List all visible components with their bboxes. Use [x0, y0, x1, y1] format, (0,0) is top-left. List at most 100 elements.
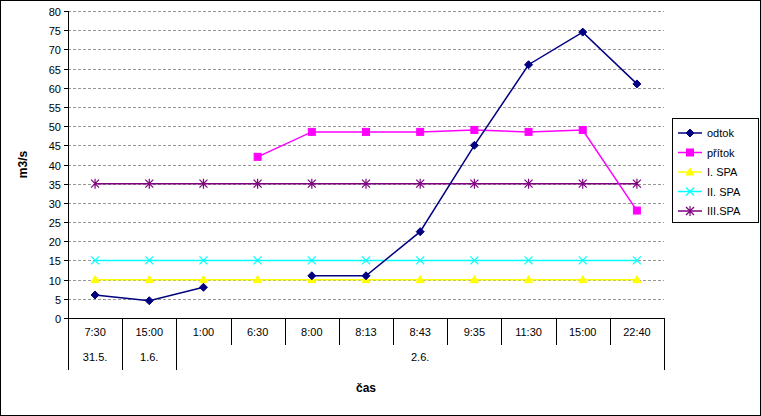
legend-label: III.SPA: [707, 205, 741, 217]
chart: 051015202530354045505560657075807:3015:0…: [0, 0, 761, 416]
grid-line: [68, 222, 664, 223]
y-tick: [64, 49, 68, 50]
series-line: [95, 32, 637, 301]
data-point: [199, 256, 207, 264]
y-tick: [64, 145, 68, 146]
data-point: [362, 179, 370, 189]
y-tick-label: 65: [49, 64, 61, 76]
y-tick: [64, 260, 68, 261]
x-tick: [447, 318, 448, 345]
grid-line: [68, 203, 664, 204]
x-tick-label: 7:30: [84, 326, 105, 338]
data-point: [470, 256, 478, 264]
data-point: [254, 179, 262, 189]
y-tick: [64, 165, 68, 166]
y-tick: [64, 11, 68, 12]
data-point: [525, 276, 533, 283]
x-tick: [664, 318, 665, 370]
y-tick-label: 40: [49, 160, 61, 172]
x-tick-label: 1:00: [193, 326, 214, 338]
data-point: [470, 179, 478, 189]
x-tick: [501, 318, 502, 345]
x-tick: [339, 318, 340, 345]
y-tick: [64, 184, 68, 185]
y-tick: [64, 30, 68, 31]
data-point: [525, 179, 533, 189]
data-point: [254, 276, 262, 283]
data-point: [199, 276, 207, 283]
data-point: [525, 61, 533, 69]
y-tick: [64, 69, 68, 70]
y-tick: [64, 241, 68, 242]
x-tick: [610, 318, 611, 345]
data-point: [416, 256, 424, 264]
y-tick-label: 60: [49, 83, 61, 95]
legend-marker: [686, 188, 694, 196]
series-line: [258, 130, 637, 211]
x-group-label: 1.6.: [140, 351, 158, 363]
plot-data: [91, 28, 641, 305]
data-point: [199, 179, 207, 189]
data-point: [308, 272, 316, 280]
y-tick-label: 45: [49, 140, 61, 152]
data-point: [633, 256, 641, 264]
data-point: [363, 128, 370, 135]
data-point: [579, 276, 587, 283]
y-tick-label: 55: [49, 102, 61, 114]
legend-label: II. SPA: [707, 186, 741, 198]
data-point: [525, 256, 533, 264]
y-tick-label: 25: [49, 217, 61, 229]
x-tick: [285, 318, 286, 345]
data-point: [633, 179, 641, 189]
legend-label: odtok: [707, 127, 734, 139]
grid-line: [68, 165, 664, 166]
data-point: [416, 228, 424, 236]
data-point: [633, 276, 641, 283]
data-point: [254, 256, 262, 264]
data-point: [362, 272, 370, 280]
x-tick-label: 8:00: [301, 326, 322, 338]
y-tick: [64, 88, 68, 89]
grid-line: [68, 241, 664, 242]
y-tick: [64, 280, 68, 281]
x-tick: [393, 318, 394, 345]
data-point: [145, 297, 153, 305]
y-tick: [64, 318, 68, 319]
y-tick: [64, 126, 68, 127]
grid-line: [68, 126, 664, 127]
x-tick: [231, 318, 232, 345]
data-point: [579, 126, 586, 133]
y-tick-label: 75: [49, 25, 61, 37]
data-point: [145, 179, 153, 189]
y-tick-label: 80: [49, 6, 61, 18]
grid-line: [68, 107, 664, 108]
data-point: [308, 128, 315, 135]
x-group-label: 31.5.: [83, 351, 107, 363]
data-point: [471, 126, 478, 133]
legend-marker: [686, 168, 694, 175]
chart-border: [1, 1, 761, 416]
grid-line: [68, 88, 664, 89]
data-point: [416, 179, 424, 189]
x-tick-label: 8:43: [409, 326, 430, 338]
grid-line: [68, 145, 664, 146]
x-tick: [176, 318, 177, 370]
x-tick: [122, 318, 123, 370]
legend-marker: [686, 129, 694, 137]
data-point: [308, 179, 316, 189]
y-tick-label: 15: [49, 255, 61, 267]
data-point: [91, 256, 99, 264]
data-point: [470, 141, 478, 149]
y-tick-label: 30: [49, 198, 61, 210]
y-tick: [64, 299, 68, 300]
y-tick-label: 50: [49, 121, 61, 133]
x-tick-label: 8:13: [355, 326, 376, 338]
grid-line: [68, 69, 664, 70]
grid-line: [68, 30, 664, 31]
data-point: [199, 283, 207, 291]
data-point: [145, 256, 153, 264]
y-tick-label: 35: [49, 179, 61, 191]
y-tick: [64, 107, 68, 108]
x-tick: [556, 318, 557, 345]
legend-marker: [687, 149, 694, 156]
